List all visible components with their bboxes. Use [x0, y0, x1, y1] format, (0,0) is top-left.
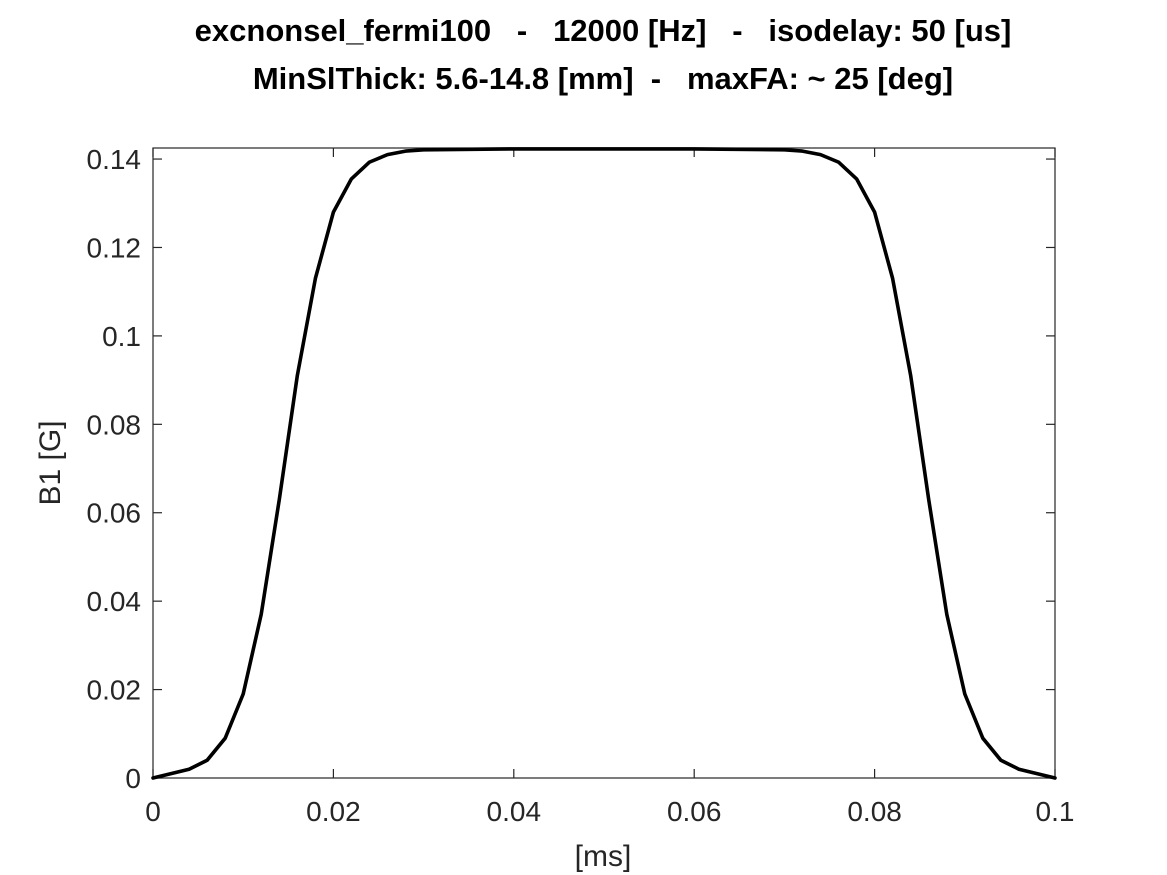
y-tick-label: 0.02 [87, 675, 142, 706]
plot-area: 0 0.02 0.04 0.06 0.08 0.1 0 0.02 0.04 0.06 0.08 0.1… [87, 144, 1075, 827]
y-tick-label: 0.12 [87, 232, 142, 263]
x-tick-label: 0.08 [847, 796, 902, 827]
chart-title-line-2: MinSlThick: 5.6-14.8 [mm] - maxFA: ~ 25 … [253, 61, 953, 96]
chart-title: excnonsel_fermi100 - 12000 [Hz] - isodel… [195, 13, 1012, 96]
x-tick-label: 0.04 [487, 796, 542, 827]
chart-title-line-1: excnonsel_fermi100 - 12000 [Hz] - isodel… [195, 13, 1012, 48]
y-tick-label: 0.14 [87, 144, 142, 175]
axes-box [153, 148, 1055, 778]
y-tick-label: 0.04 [87, 586, 142, 617]
y-tick-label: 0 [125, 763, 141, 794]
x-tick-label: 0.02 [306, 796, 361, 827]
y-axis-label: B1 [G] [34, 420, 67, 505]
x-axis-label: [ms] [575, 840, 632, 873]
series-line [153, 149, 1055, 778]
x-tick-label: 0.06 [667, 796, 722, 827]
x-tick-label: 0.1 [1036, 796, 1075, 827]
y-tick-label: 0.08 [87, 409, 142, 440]
y-tick-label: 0.1 [102, 321, 141, 352]
y-tick-label: 0.06 [87, 498, 142, 529]
x-tick-label: 0 [145, 796, 161, 827]
